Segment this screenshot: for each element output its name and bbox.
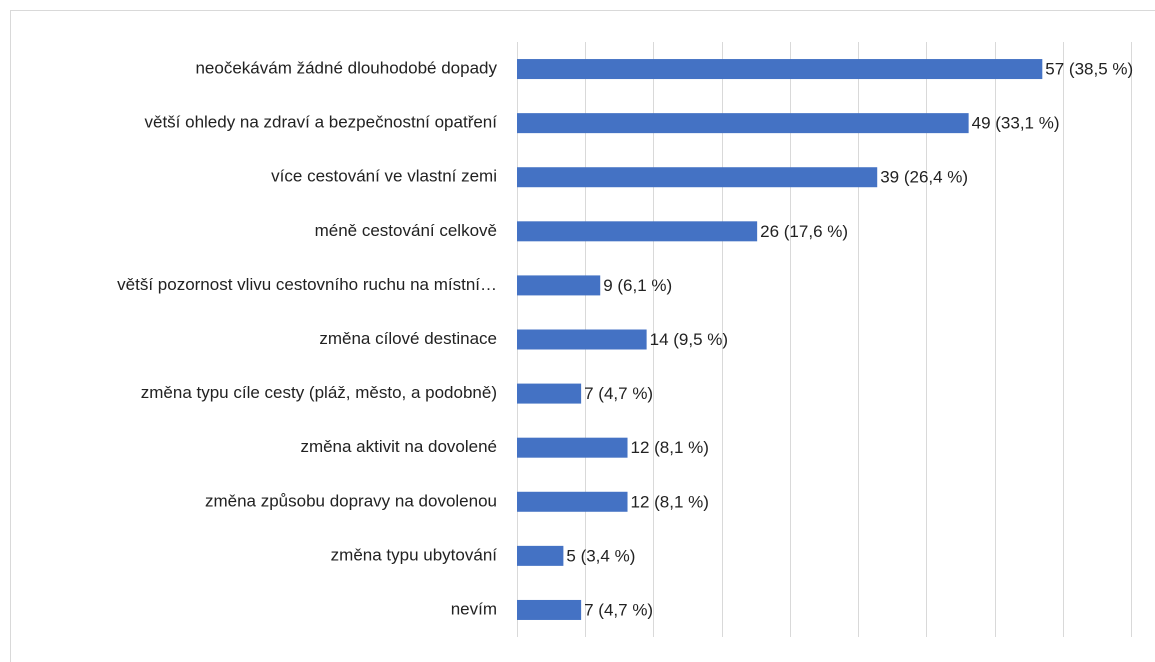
y-tick-label: větší pozornost vlivu cestovního ruchu n… <box>117 275 497 294</box>
bar <box>517 329 647 350</box>
y-tick-label: nevím <box>451 599 497 618</box>
data-label: 57 (38,5 %) <box>1045 60 1133 79</box>
y-tick-label: méně cestování celkově <box>315 221 497 240</box>
y-tick-label: větší ohledy na zdraví a bezpečnostní op… <box>144 113 497 132</box>
data-label: 7 (4,7 %) <box>584 384 653 403</box>
y-tick-label: neočekávám žádné dlouhodobé dopady <box>195 59 497 78</box>
y-tick-label: více cestování ve vlastní zemi <box>271 167 497 186</box>
bar <box>517 275 601 296</box>
data-label: 12 (8,1 %) <box>631 492 709 511</box>
data-label: 39 (26,4 %) <box>880 168 968 187</box>
chart-border <box>10 10 1155 662</box>
bar <box>517 545 564 566</box>
y-tick-label: změna typu ubytování <box>331 545 498 564</box>
y-tick-label: změna cílové destinace <box>319 329 497 348</box>
data-label: 9 (6,1 %) <box>603 276 672 295</box>
data-label: 12 (8,1 %) <box>631 438 709 457</box>
data-label: 26 (17,6 %) <box>760 222 848 241</box>
data-label: 14 (9,5 %) <box>650 330 728 349</box>
data-label: 7 (4,7 %) <box>584 600 653 619</box>
y-tick-label: změna způsobu dopravy na dovolenou <box>205 491 497 510</box>
data-label: 5 (3,4 %) <box>566 546 635 565</box>
bar <box>517 599 582 620</box>
y-tick-label: změna typu cíle cesty (pláž, město, a po… <box>141 383 497 402</box>
bar <box>517 221 758 242</box>
data-label: 49 (33,1 %) <box>972 114 1060 133</box>
bar <box>517 167 878 188</box>
bar <box>517 113 969 134</box>
bar <box>517 491 628 512</box>
bar <box>517 59 1043 80</box>
bar <box>517 383 582 404</box>
bar <box>517 437 628 458</box>
y-tick-label: změna aktivit na dovolené <box>300 437 497 456</box>
